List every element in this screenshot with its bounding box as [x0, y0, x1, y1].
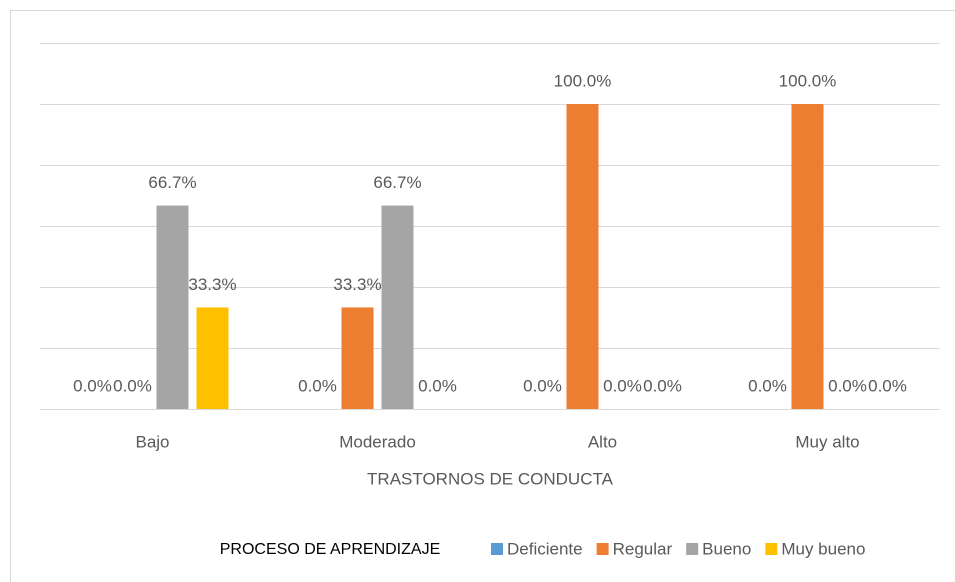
data-label: 66.7% [148, 173, 196, 192]
data-label: 66.7% [373, 173, 421, 192]
legend-label: Deficiente [507, 539, 583, 558]
bar [566, 104, 599, 409]
bar [156, 205, 189, 409]
bar [791, 104, 824, 409]
legend-swatch [596, 543, 609, 555]
bar [381, 205, 414, 409]
bar [196, 307, 229, 409]
data-label: 0.0% [748, 376, 787, 395]
legend-title: PROCESO DE APRENDIZAJE [220, 541, 441, 558]
data-label: 0.0% [298, 376, 337, 395]
data-label: 0.0% [418, 376, 457, 395]
data-label: 0.0% [523, 376, 562, 395]
data-label: 0.0% [643, 376, 682, 395]
data-label: 0.0% [603, 376, 642, 395]
data-label: 100.0% [554, 71, 612, 90]
x-axis-title: TRASTORNOS DE CONDUCTA [367, 469, 614, 488]
data-label: 33.3% [188, 275, 236, 294]
legend-label: Bueno [702, 539, 751, 558]
legend-swatch [686, 543, 699, 555]
data-label: 100.0% [779, 71, 837, 90]
data-label: 0.0% [828, 376, 867, 395]
legend-swatch [491, 543, 503, 555]
legend-label: Regular [613, 539, 673, 558]
data-label: 0.0% [868, 376, 907, 395]
x-tick-label: Alto [588, 432, 617, 451]
legend-label: Muy bueno [781, 539, 865, 558]
x-tick-label: Moderado [339, 432, 416, 451]
bar [341, 307, 374, 409]
data-label: 0.0% [113, 376, 152, 395]
data-label: 0.0% [73, 376, 112, 395]
legend-swatch [765, 543, 778, 555]
chart-frame [10, 10, 955, 582]
data-label: 33.3% [333, 275, 381, 294]
x-tick-label: Bajo [135, 432, 169, 451]
x-tick-label: Muy alto [795, 432, 859, 451]
